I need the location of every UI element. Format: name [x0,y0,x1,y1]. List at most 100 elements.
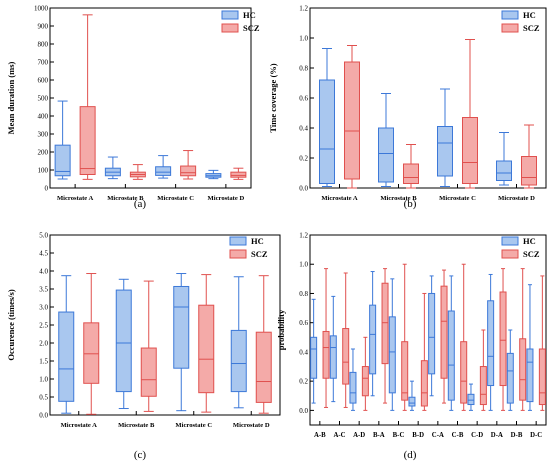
x-tick-label: Microstate D [233,422,270,429]
x-tick-label: A-C [333,432,345,439]
box-iqr [342,328,350,385]
box-hc-c-d [467,383,475,411]
box-scz-microstate-c [180,150,197,180]
y-tick-label: 2.0 [39,340,48,348]
y-axis-title: Mean duration (ms) [6,61,16,134]
box-iqr [83,322,100,384]
y-tick-label: 100 [38,167,49,175]
box-scz-microstate-b [403,144,419,189]
box-hc-microstate-d [230,276,247,409]
y-tick-label: 4.0 [39,268,48,276]
y-tick-label: 1.2 [299,5,308,13]
x-tick-label: D-A [491,432,503,439]
y-tick-label: 0.8 [299,290,308,298]
box-iqr [499,291,507,387]
box-scz-c-a [440,269,448,404]
box-hc-a-d [349,348,357,411]
legend-swatch-scz [221,23,239,33]
chart-panel-c: 0.0 0.5 1.0 1.5 2.0 2.5 3.0 3.5 4.0 4.5 5.0 Occuren… [6,232,281,461]
x-tick-label: B-A [373,432,385,439]
box-iqr [230,171,247,178]
y-tick-label: 1.5 [39,358,48,366]
x-tick-label: B-D [412,432,424,439]
box-scz-microstate-a [83,273,100,415]
box-iqr [487,300,495,387]
box-iqr [230,329,247,393]
panel-label: (c) [134,449,147,461]
box-scz-microstate-d [230,167,247,180]
box-iqr [58,311,75,402]
box-scz-microstate-a [344,45,360,189]
box-hc-d-b [506,329,514,411]
box-iqr [460,341,468,404]
box-iqr [447,310,455,401]
box-scz-microstate-b [129,164,146,180]
x-tick-label: A-B [314,432,326,439]
y-axis-title: probability [276,309,286,350]
box-scz-d-a [499,268,507,411]
y-tick-label: 1.0 [299,261,308,269]
y-tick-label: 400 [38,113,49,121]
y-tick-label: 0.2 [299,378,308,386]
y-tick-label: 0.4 [299,348,308,356]
panel-label: (d) [404,449,417,461]
box-scz-c-d [479,329,487,411]
x-tick-label: C-A [432,432,444,439]
box-iqr [467,393,475,406]
x-tick-label: A-D [353,432,365,439]
y-tick-label: 0.5 [39,394,48,402]
box-iqr [403,163,419,184]
y-tick-label: 700 [38,59,49,67]
box-iqr [440,285,448,379]
box-iqr [322,330,330,379]
x-tick-label: Microstate D [208,195,245,202]
box-iqr [344,61,360,180]
box-hc-microstate-d [496,132,512,186]
legend-label-hc: HC [523,236,536,246]
x-tick-label: C-B [452,432,464,439]
box-iqr [198,304,215,394]
box-iqr [381,282,389,365]
box-iqr [521,156,537,186]
legend-swatch-hc [229,236,247,246]
legend-swatch-hc [501,236,519,246]
chart-panel-b: 0.0 0.2 0.4 0.6 0.8 1.0 1.2 Time coverage (%) Mi… [268,5,547,210]
y-axis-title: Occurence (times/s) [6,289,16,361]
box-scz-a-c [342,272,350,408]
legend-label-scz: SCZ [523,23,540,33]
x-tick-label: Microstate C [439,195,476,202]
panel-label: (a) [134,198,147,210]
y-tick-label: 3.0 [39,304,48,312]
y-tick-label: 1.2 [299,232,308,240]
legend-swatch-scz [501,249,519,259]
box-scz-d-b [519,268,527,411]
y-tick-label: 0.0 [39,412,48,420]
box-scz-a-d [361,336,369,411]
box-hc-microstate-b [104,156,121,180]
box-scz-microstate-d [521,124,537,189]
box-iqr [310,336,318,379]
legend-label-hc: HC [251,236,264,246]
box-hc-b-c [388,278,396,411]
y-tick-label: 600 [38,77,49,85]
y-tick-label: 0 [45,185,49,193]
legend-label-hc: HC [243,10,256,20]
x-tick-label: Microstate A [57,195,94,202]
box-iqr [329,335,337,379]
panel-label: (b) [404,198,417,210]
box-scz-b-d [420,292,428,411]
legend-swatch-hc [501,10,519,20]
box-iqr [428,292,436,375]
box-iqr [388,316,396,394]
box-scz-microstate-c [462,39,478,189]
box-iqr [361,366,369,397]
box-scz-microstate-d [255,275,272,414]
y-tick-label: 1.0 [39,376,48,384]
box-iqr [538,348,546,406]
box-iqr [420,360,428,407]
chart-panel-d: 0.0 0.2 0.4 0.6 0.8 1.0 1.2 probability A-B A-C A-… [276,232,547,461]
y-tick-label: 1000 [34,5,49,13]
box-hc-d-a [487,273,495,411]
box-iqr [369,304,377,375]
legend-label-scz: SCZ [243,23,260,33]
